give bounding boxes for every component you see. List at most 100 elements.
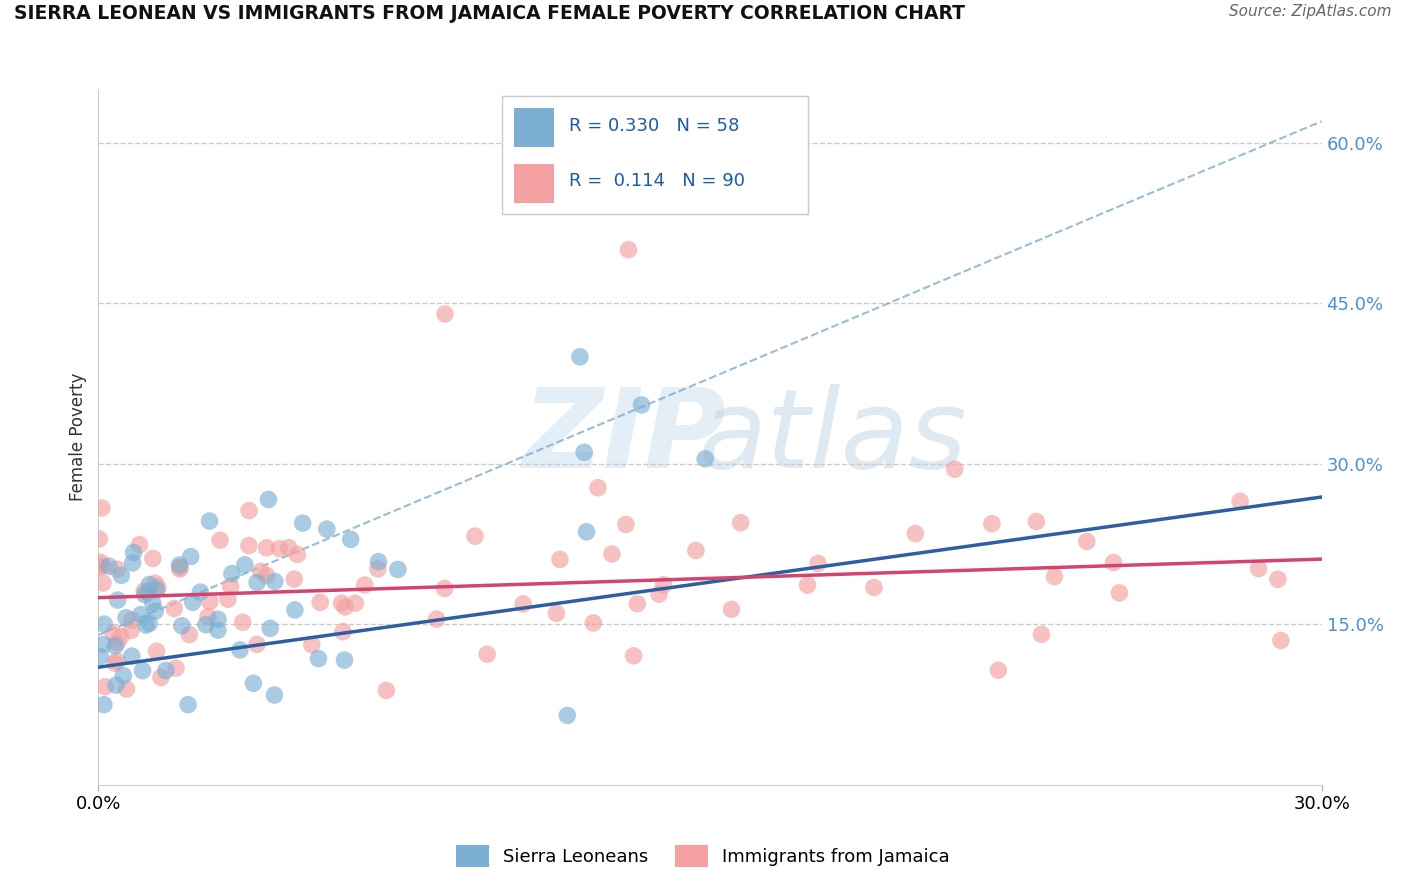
Point <box>1025 515 1047 529</box>
Point <box>91 576 114 591</box>
Point <box>169 560 191 574</box>
Point <box>188 585 211 599</box>
Point <box>1043 569 1066 583</box>
Point <box>434 307 457 321</box>
Point <box>614 517 637 532</box>
Point <box>138 616 160 631</box>
Point <box>238 503 260 517</box>
Point <box>1267 572 1289 586</box>
Point <box>134 584 156 599</box>
Point <box>512 597 534 611</box>
Point <box>89 649 111 664</box>
Point <box>315 522 337 536</box>
Point <box>207 612 229 626</box>
Point <box>1270 633 1292 648</box>
Point <box>257 492 280 507</box>
Point <box>263 574 285 589</box>
Point <box>229 643 252 657</box>
Point <box>93 698 115 712</box>
Point <box>332 624 354 639</box>
Point <box>143 576 166 591</box>
Point <box>277 541 299 555</box>
Point <box>333 599 356 614</box>
Text: Source: ZipAtlas.com: Source: ZipAtlas.com <box>1229 4 1392 20</box>
Point <box>198 594 221 608</box>
Point <box>695 451 717 466</box>
Point <box>623 648 645 663</box>
Text: ZIP: ZIP <box>523 384 725 491</box>
Point <box>600 547 623 561</box>
Point <box>367 562 389 576</box>
Point <box>626 597 648 611</box>
Point <box>339 533 361 547</box>
Point <box>648 587 671 601</box>
Point <box>107 593 129 607</box>
Point <box>142 551 165 566</box>
Point <box>246 575 269 590</box>
Point <box>250 564 273 578</box>
Point <box>155 664 177 678</box>
Point <box>128 538 150 552</box>
Point <box>1108 586 1130 600</box>
Point <box>163 601 186 615</box>
Point <box>904 526 927 541</box>
Point <box>685 543 707 558</box>
Point <box>1031 627 1053 641</box>
Point <box>263 688 285 702</box>
Point <box>586 481 609 495</box>
Point <box>149 670 172 684</box>
Point <box>91 558 114 573</box>
Point <box>181 595 204 609</box>
Point <box>572 445 595 459</box>
Point <box>90 555 112 569</box>
Point <box>105 678 128 692</box>
Point <box>1229 494 1251 508</box>
Point <box>217 592 239 607</box>
Point <box>112 668 135 682</box>
Point <box>287 548 309 562</box>
Point <box>121 613 143 627</box>
Point <box>131 664 153 678</box>
Point <box>101 626 124 640</box>
Point <box>221 566 243 581</box>
Point <box>582 615 605 630</box>
Point <box>134 588 156 602</box>
Point <box>136 585 159 599</box>
Point <box>105 654 128 668</box>
Point <box>477 647 499 661</box>
Point <box>110 568 132 582</box>
Point <box>367 555 389 569</box>
Point <box>121 649 143 664</box>
Point <box>169 558 191 572</box>
Point <box>122 545 145 559</box>
Text: atlas: atlas <box>697 384 967 491</box>
Point <box>115 611 138 625</box>
Point <box>170 619 193 633</box>
Point <box>242 676 264 690</box>
Point <box>135 618 157 632</box>
Point <box>284 603 307 617</box>
Point <box>197 609 219 624</box>
Point <box>301 638 323 652</box>
Point <box>165 661 187 675</box>
Point <box>145 644 167 658</box>
Point <box>375 683 398 698</box>
Point <box>259 621 281 635</box>
Point <box>232 615 254 630</box>
Point <box>120 624 142 638</box>
Point <box>464 529 486 543</box>
Point <box>730 516 752 530</box>
Point <box>198 514 221 528</box>
Point <box>233 558 256 572</box>
Point <box>1247 561 1270 575</box>
Point <box>194 617 217 632</box>
Point <box>97 559 120 574</box>
Point <box>344 596 367 610</box>
Point <box>309 595 332 609</box>
Point <box>238 539 260 553</box>
Point <box>330 596 353 610</box>
Point <box>353 578 375 592</box>
Point <box>863 581 886 595</box>
Point <box>426 612 449 626</box>
Point <box>557 708 579 723</box>
